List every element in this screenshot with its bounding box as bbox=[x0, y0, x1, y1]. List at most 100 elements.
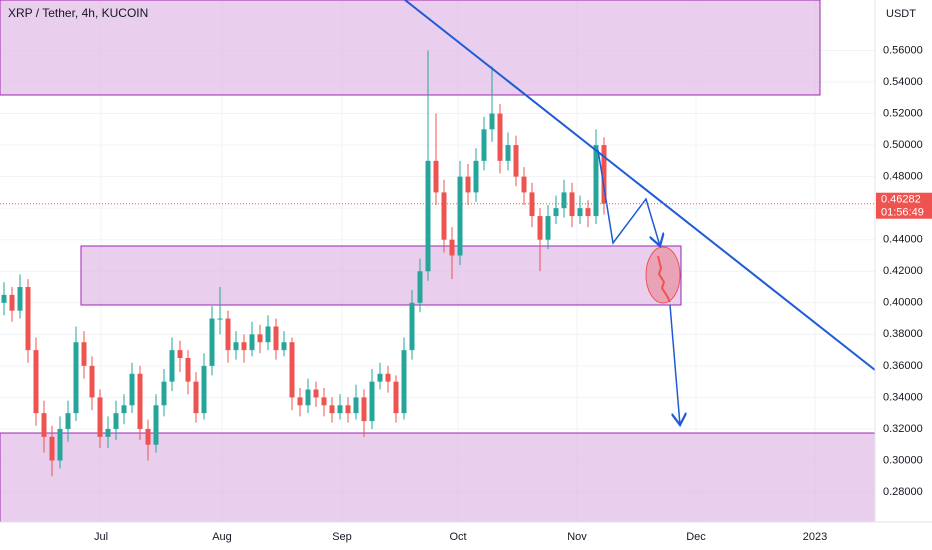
x-tick-label: Jul bbox=[94, 531, 108, 543]
y-tick-label: 0.36000 bbox=[883, 360, 923, 372]
candle-body bbox=[145, 428, 151, 445]
candle-body bbox=[89, 365, 95, 398]
projection-candles bbox=[657, 255, 671, 303]
candle-body bbox=[321, 397, 327, 406]
candle-body bbox=[105, 428, 111, 437]
x-tick-label: Nov bbox=[567, 531, 587, 543]
candle-body bbox=[121, 405, 127, 414]
candle-body bbox=[425, 160, 431, 272]
highlight-ellipse bbox=[645, 246, 681, 304]
candle-body bbox=[385, 373, 391, 382]
candle-body bbox=[417, 271, 423, 303]
candle-body bbox=[465, 176, 471, 193]
candle-body bbox=[401, 350, 407, 414]
candle-body bbox=[137, 373, 143, 429]
candle-body bbox=[113, 413, 119, 429]
x-tick-label: Sep bbox=[332, 531, 352, 543]
x-tick-label: Aug bbox=[212, 531, 232, 543]
price-badge bbox=[876, 192, 932, 219]
candle-body bbox=[73, 342, 79, 414]
candle-body bbox=[65, 413, 71, 429]
candle-body bbox=[329, 405, 335, 414]
y-tick-label: 0.34000 bbox=[883, 391, 923, 403]
y-tick-label: 0.38000 bbox=[883, 328, 923, 340]
y-tick-label: 0.54000 bbox=[883, 76, 923, 88]
candle-body bbox=[337, 405, 343, 414]
support-zone bbox=[80, 245, 682, 306]
candle-body bbox=[297, 397, 303, 406]
candle-body bbox=[561, 192, 567, 209]
y-tick-label: 0.48000 bbox=[883, 171, 923, 183]
projection-arrow bbox=[597, 149, 660, 246]
candle-body bbox=[217, 318, 223, 320]
candle-body bbox=[569, 192, 575, 217]
candle-body bbox=[9, 294, 15, 311]
candle-body bbox=[481, 129, 487, 161]
candle-body bbox=[265, 326, 271, 343]
candle-body bbox=[33, 350, 39, 414]
candle-body bbox=[393, 381, 399, 414]
demand-zone bbox=[0, 432, 876, 523]
candle-body bbox=[577, 208, 583, 217]
countdown-label: 01:56:49 bbox=[881, 207, 924, 219]
candle-body bbox=[49, 436, 55, 461]
candle-body bbox=[153, 405, 159, 445]
candle-body bbox=[489, 113, 495, 130]
candle-body bbox=[41, 413, 47, 437]
x-tick-label: 2023 bbox=[803, 531, 827, 543]
candle-body bbox=[441, 192, 447, 240]
x-tick-label: Oct bbox=[449, 531, 466, 543]
candle-body bbox=[313, 389, 319, 398]
chart-title: XRP / Tether, 4h, KUCOIN bbox=[8, 6, 148, 20]
candle-body bbox=[241, 342, 247, 351]
candle-body bbox=[225, 318, 231, 351]
candle-body bbox=[601, 145, 607, 204]
candle-body bbox=[537, 216, 543, 240]
candle-body bbox=[585, 208, 591, 217]
candle-body bbox=[81, 342, 87, 366]
candle-body bbox=[161, 381, 167, 406]
candle-body bbox=[513, 145, 519, 177]
x-tick-label: Dec bbox=[686, 531, 706, 543]
candle-body bbox=[497, 113, 503, 161]
y-tick-label: 0.52000 bbox=[883, 107, 923, 119]
candle-body bbox=[521, 176, 527, 193]
candle-body bbox=[457, 176, 463, 256]
candle-body bbox=[505, 145, 511, 161]
candle-body bbox=[193, 381, 199, 414]
candle-body bbox=[553, 208, 559, 217]
y-tick-label: 0.44000 bbox=[883, 234, 923, 246]
candle-body bbox=[409, 302, 415, 351]
y-tick-label: 0.28000 bbox=[883, 486, 923, 498]
candle-body bbox=[281, 342, 287, 351]
candle-body bbox=[257, 334, 263, 343]
price-axis bbox=[875, 0, 932, 550]
y-tick-label: 0.56000 bbox=[883, 44, 923, 56]
candle-body bbox=[169, 350, 175, 382]
candle-body bbox=[353, 397, 359, 414]
candle-body bbox=[209, 318, 215, 366]
candle-body bbox=[369, 381, 375, 422]
candle-body bbox=[177, 350, 183, 358]
candle-body bbox=[529, 192, 535, 217]
target-arrow bbox=[669, 304, 680, 425]
candle-body bbox=[25, 287, 31, 351]
candle-body bbox=[449, 239, 455, 256]
y-tick-label: 0.30000 bbox=[883, 454, 923, 466]
candle-body bbox=[233, 342, 239, 351]
y-tick-label: 0.32000 bbox=[883, 423, 923, 435]
y-tick-label: 0.40000 bbox=[883, 297, 923, 309]
last-price-label: 0.46282 bbox=[881, 194, 921, 206]
candle-body bbox=[201, 365, 207, 414]
candle-body bbox=[433, 160, 439, 193]
candles bbox=[1, 50, 607, 477]
candle-body bbox=[289, 342, 295, 398]
candle-body bbox=[545, 216, 551, 240]
trend-line bbox=[404, 0, 876, 371]
candle-body bbox=[129, 373, 135, 406]
candle-body bbox=[249, 334, 255, 351]
axis-labels: 0.28000 0.30000 0.32000 0.34000 0.36000 0.380… bbox=[94, 44, 932, 543]
candle-body bbox=[17, 287, 23, 311]
candle-body bbox=[345, 405, 351, 414]
